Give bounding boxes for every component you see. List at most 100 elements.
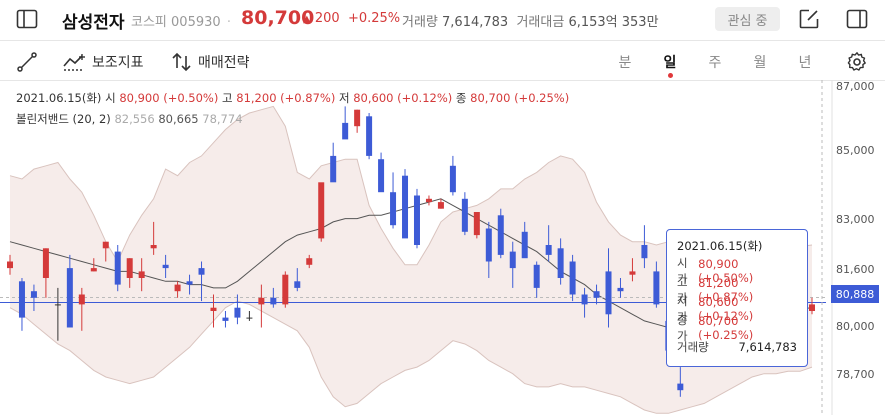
period-month-tab[interactable]: 월 bbox=[753, 55, 767, 71]
panel-toggle-icon[interactable] bbox=[846, 8, 868, 30]
tooltip-value: 80,600 (+0.12%) bbox=[698, 294, 754, 323]
candle-body bbox=[210, 307, 217, 311]
tooltip-row: 거래량 7,614,783 bbox=[677, 337, 797, 356]
up-arrow-icon: ▲ bbox=[303, 14, 311, 25]
candle-body bbox=[54, 304, 61, 306]
bollinger-band-area bbox=[10, 106, 812, 414]
candle-body bbox=[258, 297, 265, 305]
tooltip-value: 7,614,783 bbox=[738, 339, 797, 354]
indicator-chart-icon bbox=[63, 54, 85, 71]
sidebar-toggle-icon[interactable] bbox=[16, 9, 38, 29]
candle-body bbox=[318, 182, 325, 239]
candle-body bbox=[425, 198, 432, 203]
amount-value: 6,153억 353만 bbox=[568, 15, 659, 30]
market-label: 코스피 bbox=[131, 15, 167, 30]
candle-body bbox=[162, 264, 169, 269]
candle-body bbox=[557, 248, 564, 278]
strategy-label: 매매전략 bbox=[198, 55, 250, 71]
candle-body bbox=[569, 261, 576, 295]
candle-body bbox=[306, 258, 313, 265]
stock-code: 005930 bbox=[171, 15, 221, 30]
candle-tooltip: 2021.06.15(화) 시가 80,900 (+0.50%) 고가 81,200… bbox=[666, 229, 808, 367]
axis-tick: 87,000 bbox=[836, 80, 875, 93]
indicator-button[interactable]: 보조지표 bbox=[62, 50, 144, 74]
tooltip-date: 2021.06.15(화) bbox=[677, 239, 763, 253]
candle-body bbox=[521, 231, 528, 259]
ohlc-info: 2021.06.15(화) 시 80,900 (+0.50%) 고 81,200… bbox=[16, 90, 569, 106]
candle-body bbox=[330, 155, 337, 183]
candle-body bbox=[42, 248, 49, 278]
candle-body bbox=[677, 383, 684, 391]
candle-body bbox=[545, 245, 552, 255]
period-minute-tab[interactable]: 분 bbox=[618, 55, 632, 71]
candle-body bbox=[78, 294, 85, 305]
tooltip-value: 80,900 (+0.50%) bbox=[698, 256, 754, 285]
period-year-tab[interactable]: 년 bbox=[798, 55, 812, 71]
candle-body bbox=[593, 291, 600, 298]
candle-body bbox=[222, 317, 229, 321]
bollinger-info: 볼린저밴드 (20, 2) 82,556 80,665 78,774 bbox=[16, 111, 243, 127]
candle-body bbox=[437, 202, 444, 209]
candle-body bbox=[282, 274, 289, 305]
amount-label: 거래대금 bbox=[516, 15, 565, 30]
indicator-label: 보조지표 bbox=[92, 55, 144, 71]
open-label: 시 bbox=[105, 91, 116, 105]
tooltip-key: 거래량 bbox=[677, 339, 709, 354]
strategy-button[interactable]: 매매전략 bbox=[172, 50, 250, 74]
active-period-indicator bbox=[668, 73, 673, 78]
candle-body bbox=[198, 268, 205, 275]
candle-body bbox=[126, 258, 133, 278]
tooltip-key: 종가 bbox=[677, 312, 688, 343]
candle-body bbox=[390, 192, 397, 226]
period-day-tab[interactable]: 일 bbox=[663, 55, 677, 71]
edit-icon[interactable] bbox=[798, 8, 820, 30]
low-value: 80,600 (+0.12%) bbox=[353, 91, 453, 105]
axis-tick: 85,000 bbox=[836, 144, 875, 157]
settings-gear-icon[interactable] bbox=[846, 51, 868, 73]
tooltip-row: 고가 81,200 (+0.87%) bbox=[677, 275, 797, 305]
candle-body bbox=[138, 271, 145, 278]
period-week-tab[interactable]: 주 bbox=[708, 55, 722, 71]
candle-body bbox=[378, 159, 385, 193]
axis-tick: 81,600 bbox=[836, 263, 875, 276]
candle-body bbox=[30, 291, 37, 298]
draw-tool-button[interactable] bbox=[16, 50, 44, 74]
candle-body bbox=[449, 165, 456, 193]
candle-body bbox=[234, 307, 241, 318]
candle-body bbox=[150, 245, 157, 249]
header-bar: 삼성전자 코스피 005930 · 80,700 ▲ 200 +0.25% · … bbox=[0, 0, 885, 40]
candle-body bbox=[114, 251, 121, 285]
line-draw-icon bbox=[17, 52, 37, 72]
candle-body bbox=[342, 122, 349, 140]
header-divider bbox=[0, 40, 885, 41]
candle-body bbox=[641, 245, 648, 259]
stock-name: 삼성전자 bbox=[62, 13, 125, 33]
candle-body bbox=[354, 109, 361, 127]
candle-body bbox=[174, 284, 181, 292]
candle-body bbox=[18, 281, 25, 318]
current-price: 80,700 bbox=[241, 7, 315, 29]
candle-body bbox=[413, 195, 420, 245]
candle-body bbox=[186, 281, 193, 285]
candle-body bbox=[509, 251, 516, 269]
favorite-button[interactable]: 관심 중 bbox=[715, 7, 780, 31]
low-label: 저 bbox=[338, 91, 350, 105]
volume-info: 거래량 7,614,783 거래대금 6,153억 353만 bbox=[402, 11, 659, 30]
tooltip-value: 80,700 (+0.25%) bbox=[698, 313, 754, 342]
tooltip-value: 81,200 (+0.87%) bbox=[698, 275, 754, 304]
candle-body bbox=[402, 175, 409, 239]
axis-tick: 78,700 bbox=[836, 368, 875, 381]
toolbar-divider bbox=[0, 80, 885, 81]
bollinger-lower-line bbox=[9, 300, 813, 414]
tooltip-key: 저가 bbox=[677, 293, 688, 324]
candle-body bbox=[809, 304, 815, 311]
buy-sell-arrows-icon bbox=[172, 52, 191, 72]
close-value: 80,700 (+0.25%) bbox=[470, 91, 570, 105]
tooltip-key: 시가 bbox=[677, 255, 688, 286]
candle-body bbox=[473, 212, 480, 236]
current-price-tag: 80,888 bbox=[831, 285, 879, 303]
tooltip-row: 저가 80,600 (+0.12%) bbox=[677, 294, 797, 324]
candle-body bbox=[653, 271, 660, 305]
candle-body bbox=[366, 116, 373, 156]
ohlc-date: 2021.06.15(화) bbox=[16, 91, 102, 105]
